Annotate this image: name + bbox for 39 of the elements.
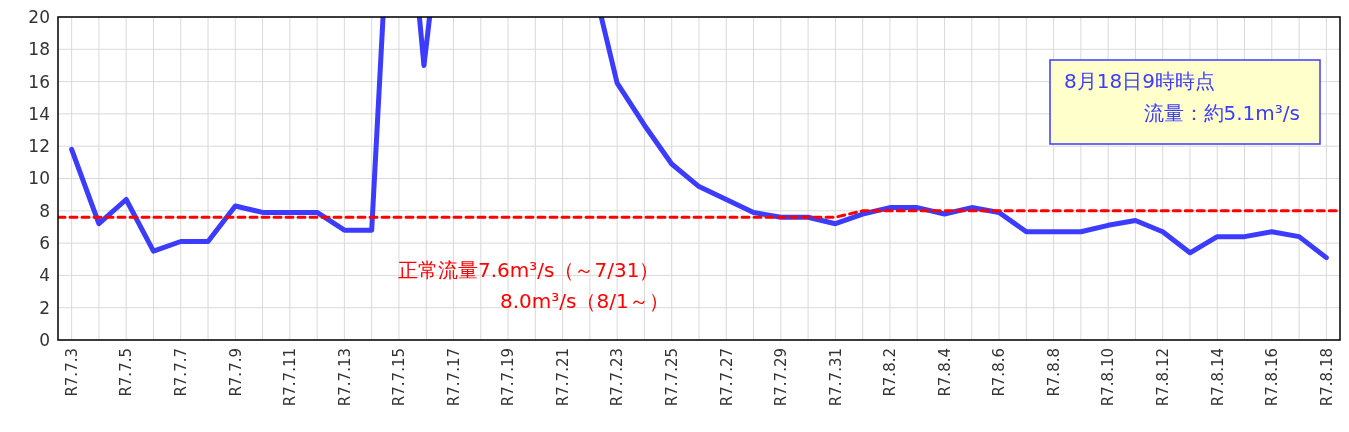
x-tick-label: R7.8.2: [881, 348, 900, 397]
annotation: 8月18日9時時点: [1064, 69, 1215, 93]
x-tick-label: R7.7.29: [772, 348, 791, 407]
x-tick-label: R7.8.16: [1263, 348, 1282, 407]
x-tick-label: R7.7.19: [499, 348, 518, 407]
x-tick-label: R7.7.7: [171, 348, 190, 397]
y-tick-label: 10: [28, 168, 50, 189]
annotation: 正常流量7.6m³/s（～7/31）: [398, 258, 660, 282]
x-tick-label: R7.7.9: [226, 348, 245, 397]
x-tick-label: R7.7.13: [335, 348, 354, 407]
x-tick-label: R7.7.27: [717, 348, 736, 407]
x-tick-label: R7.7.15: [390, 348, 409, 407]
x-tick-label: R7.7.25: [662, 348, 681, 407]
y-tick-label: 2: [39, 297, 50, 318]
annotation: 8.0m³/s（8/1～）: [500, 289, 669, 313]
x-tick-label: R7.8.14: [1208, 348, 1227, 407]
x-tick-label: R7.8.18: [1317, 348, 1336, 407]
x-tick-label: R7.7.31: [826, 348, 845, 407]
x-tick-label: R7.8.4: [935, 348, 954, 397]
x-tick-label: R7.7.3: [62, 348, 81, 397]
x-tick-label: R7.7.17: [444, 348, 463, 407]
x-tick-label: R7.8.10: [1099, 348, 1118, 407]
x-tick-label: R7.7.11: [281, 348, 300, 407]
x-tick-label: R7.8.8: [1044, 348, 1063, 397]
x-tick-label: R7.8.12: [1153, 348, 1172, 407]
x-tick-label: R7.7.21: [553, 348, 572, 407]
annotation: 流量：約5.1m³/s: [1143, 101, 1300, 125]
x-tick-label: R7.7.23: [608, 348, 627, 407]
y-tick-label: 20: [28, 6, 50, 27]
y-tick-label: 4: [39, 265, 50, 286]
y-tick-label: 18: [28, 39, 50, 60]
x-tick-label: R7.7.5: [117, 348, 136, 397]
y-tick-label: 12: [28, 136, 50, 157]
x-tick-label: R7.8.6: [990, 348, 1009, 397]
y-tick-label: 6: [39, 233, 50, 254]
y-tick-label: 14: [28, 103, 50, 124]
y-tick-label: 0: [39, 329, 50, 350]
y-tick-label: 16: [28, 71, 50, 92]
y-tick-label: 8: [39, 200, 50, 221]
